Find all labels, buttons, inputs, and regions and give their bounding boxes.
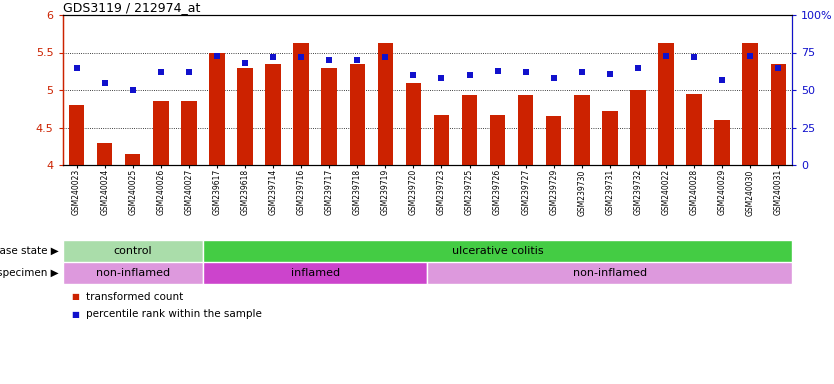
Point: [660, 53, 673, 59]
Bar: [490, 115, 505, 165]
Bar: [518, 95, 534, 165]
Bar: [462, 95, 477, 165]
Bar: [237, 68, 253, 165]
Point: [547, 75, 560, 81]
Text: ■: ■: [71, 292, 78, 301]
Bar: [428, 262, 792, 284]
Text: percentile rank within the sample: percentile rank within the sample: [86, 309, 262, 319]
Text: inflamed: inflamed: [290, 268, 339, 278]
Point: [239, 60, 252, 66]
Point: [771, 65, 785, 71]
Text: non-inflamed: non-inflamed: [96, 268, 170, 278]
Text: GDS3119 / 212974_at: GDS3119 / 212974_at: [63, 1, 200, 14]
Bar: [294, 43, 309, 165]
Bar: [658, 43, 674, 165]
Point: [266, 54, 279, 60]
Point: [631, 65, 645, 71]
Text: non-inflamed: non-inflamed: [573, 268, 647, 278]
Point: [463, 72, 476, 78]
Bar: [321, 68, 337, 165]
Bar: [153, 101, 168, 165]
Point: [210, 53, 224, 59]
Point: [407, 72, 420, 78]
Point: [182, 69, 195, 75]
Point: [350, 57, 364, 63]
Bar: [203, 240, 792, 262]
Bar: [181, 101, 197, 165]
Bar: [63, 262, 203, 284]
Bar: [602, 111, 618, 165]
Point: [126, 87, 139, 93]
Bar: [715, 120, 730, 165]
Point: [154, 69, 168, 75]
Bar: [63, 240, 203, 262]
Point: [323, 57, 336, 63]
Text: transformed count: transformed count: [86, 291, 183, 301]
Bar: [97, 142, 113, 165]
Text: specimen ▶: specimen ▶: [0, 268, 58, 278]
Point: [519, 69, 532, 75]
Text: ulcerative colitis: ulcerative colitis: [452, 246, 544, 256]
Point: [435, 75, 448, 81]
Point: [744, 53, 757, 59]
Bar: [686, 94, 701, 165]
Point: [716, 76, 729, 83]
Point: [491, 68, 505, 74]
Point: [98, 79, 111, 86]
Bar: [742, 43, 758, 165]
Point: [687, 54, 701, 60]
Point: [294, 54, 308, 60]
Point: [70, 65, 83, 71]
Bar: [434, 115, 450, 165]
Bar: [546, 116, 561, 165]
Bar: [203, 262, 427, 284]
Bar: [378, 43, 393, 165]
Point: [603, 70, 616, 76]
Bar: [771, 64, 786, 165]
Text: ■: ■: [71, 310, 78, 319]
Text: control: control: [113, 246, 152, 256]
Bar: [405, 83, 421, 165]
Point: [575, 69, 589, 75]
Bar: [349, 64, 365, 165]
Bar: [574, 95, 590, 165]
Point: [379, 54, 392, 60]
Bar: [69, 105, 84, 165]
Bar: [209, 53, 224, 165]
Bar: [631, 90, 646, 165]
Bar: [125, 154, 140, 165]
Bar: [265, 64, 281, 165]
Text: disease state ▶: disease state ▶: [0, 246, 58, 256]
